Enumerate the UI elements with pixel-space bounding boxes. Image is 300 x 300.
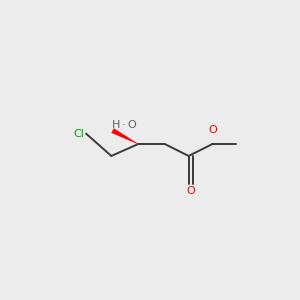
Text: ·: ·	[122, 120, 125, 130]
Text: O: O	[187, 186, 195, 196]
Polygon shape	[112, 129, 138, 144]
Text: H: H	[112, 120, 120, 130]
Text: Cl: Cl	[74, 129, 85, 139]
Text: O: O	[127, 120, 136, 130]
Text: O: O	[208, 125, 217, 135]
